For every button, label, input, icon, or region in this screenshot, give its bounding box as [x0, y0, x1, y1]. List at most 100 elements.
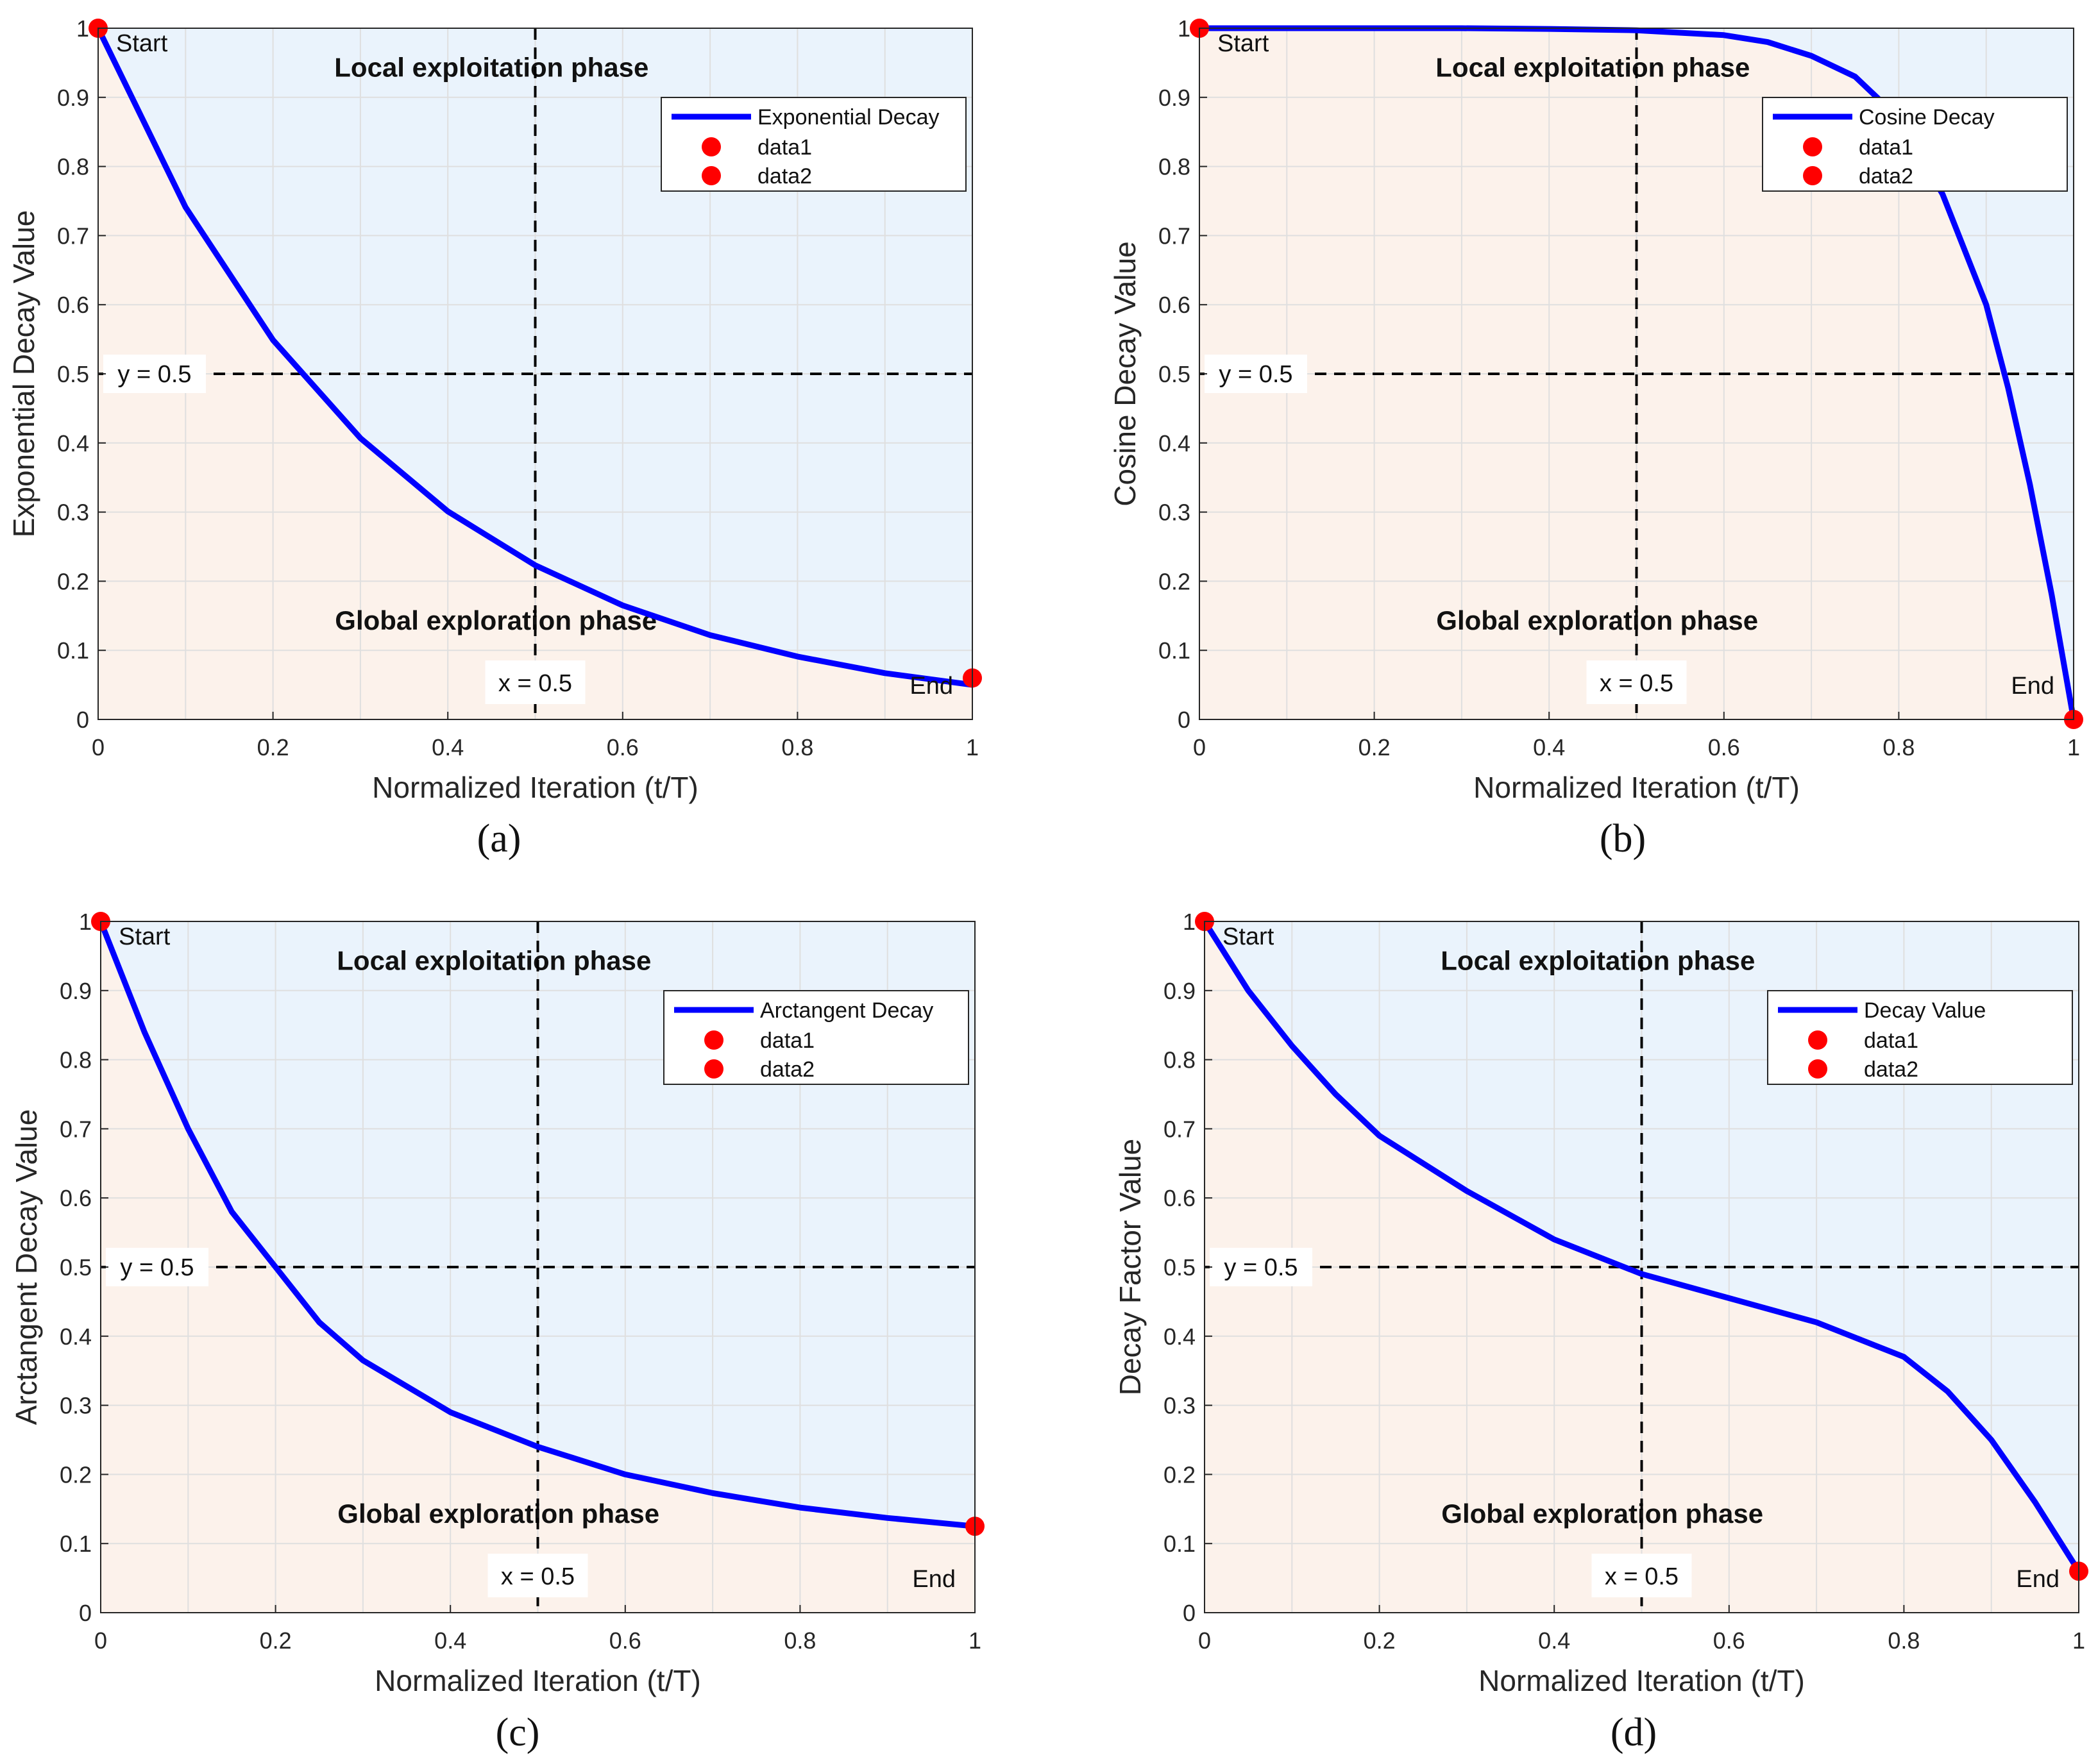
legend-marker-data1 — [1803, 137, 1822, 156]
y-tick-label: 0.8 — [1158, 154, 1190, 180]
panel-caption: (c) — [496, 1711, 540, 1754]
y-tick-label: 0.5 — [1158, 361, 1190, 387]
y-tick-label: 0.9 — [1163, 978, 1196, 1004]
lower-region-label: Global exploration phase — [337, 1499, 659, 1529]
y-tick-label: 0.6 — [1158, 292, 1190, 318]
chart-panel-1: Local exploitation phase Global explorati… — [1108, 15, 2083, 861]
legend-marker-data2 — [1803, 166, 1822, 185]
legend-marker-data1 — [704, 1030, 723, 1050]
y-tick-label: 0.6 — [57, 292, 89, 318]
y-tick-label: 0.9 — [1158, 85, 1190, 111]
y-tick-label: 0.9 — [60, 978, 92, 1004]
x-tick-label: 0.6 — [609, 1627, 641, 1654]
x-tick-label: 0.8 — [781, 734, 813, 760]
y-tick-label: 0.4 — [57, 430, 89, 457]
x-axis-label: Normalized Iteration (t/T) — [375, 1664, 701, 1697]
y-tick-label: 0.8 — [57, 154, 89, 180]
upper-region-label: Local exploitation phase — [337, 945, 651, 975]
legend-marker-data1 — [702, 137, 721, 156]
x-tick-label: 1 — [966, 734, 979, 760]
y-ref-label-box — [106, 1248, 208, 1286]
y-tick-label: 0.7 — [1163, 1116, 1196, 1142]
y-tick-label: 0.4 — [1163, 1323, 1196, 1350]
legend: Decay Value data1 data2 — [1767, 990, 2073, 1085]
legend-entry-data1: data1 — [757, 135, 812, 160]
y-tick-label: 0 — [79, 1600, 92, 1626]
y-ref-label: y = 0.5 — [1224, 1254, 1298, 1281]
x-tick-label: 0.2 — [257, 734, 289, 760]
y-ref-label: y = 0.5 — [1219, 361, 1292, 388]
x-tick-label: 0.4 — [434, 1627, 466, 1654]
y-tick-label: 1 — [76, 15, 89, 42]
start-label: Start — [1217, 30, 1269, 57]
x-tick-label: 0.2 — [1358, 734, 1391, 760]
lower-region-label: Global exploration phase — [1436, 605, 1758, 635]
x-tick-label: 1 — [2067, 734, 2080, 760]
y-tick-label: 0.4 — [1158, 430, 1190, 457]
x-tick-label: 0.4 — [1538, 1627, 1570, 1654]
y-tick-label: 0.2 — [60, 1461, 92, 1488]
lower-region-label: Global exploration phase — [1441, 1499, 1763, 1529]
y-tick-label: 0.3 — [1163, 1393, 1196, 1419]
legend: Arctangent Decay data1 data2 — [663, 990, 969, 1085]
legend-marker-data2 — [1808, 1059, 1827, 1079]
y-tick-label: 0.1 — [1163, 1531, 1196, 1557]
legend-entry-data2: data2 — [760, 1057, 815, 1082]
x-tick-label: 0.8 — [784, 1627, 816, 1654]
y-tick-label: 0 — [76, 707, 89, 733]
y-tick-label: 0.1 — [57, 637, 89, 664]
upper-region-label: Local exploitation phase — [1441, 945, 1755, 975]
x-ref-label-box — [485, 660, 586, 704]
y-tick-label: 0.5 — [60, 1254, 92, 1281]
y-tick-label: 0.1 — [60, 1531, 92, 1557]
panel-caption: (d) — [1611, 1711, 1657, 1754]
x-tick-label: 0 — [1193, 734, 1206, 760]
y-tick-label: 0.6 — [60, 1185, 92, 1211]
y-tick-label: 0.9 — [57, 85, 89, 111]
y-axis-label: Exponential Decay Value — [7, 210, 40, 538]
x-tick-label: 0.6 — [1713, 1627, 1745, 1654]
x-tick-label: 1 — [2072, 1627, 2085, 1654]
legend-entry-data1: data1 — [760, 1029, 815, 1053]
decay-curve — [97, 918, 978, 1529]
y-tick-label: 0.2 — [57, 568, 89, 594]
y-tick-label: 1 — [1183, 909, 1196, 935]
legend: Exponential Decay data1 data2 — [661, 97, 967, 192]
y-tick-label: 0.1 — [1158, 637, 1190, 664]
y-tick-label: 0.3 — [1158, 500, 1190, 526]
y-tick-label: 0.8 — [60, 1047, 92, 1073]
chart-panel-2: Local exploitation phase Global explorati… — [10, 909, 985, 1754]
legend-entry-series: Arctangent Decay — [760, 998, 933, 1023]
y-tick-label: 0.6 — [1163, 1185, 1196, 1211]
start-label: Start — [116, 30, 168, 57]
x-tick-label: 0 — [1198, 1627, 1211, 1654]
legend-entry-data1: data1 — [1864, 1029, 1918, 1053]
decay-curve — [95, 25, 976, 688]
y-tick-label: 0.2 — [1158, 568, 1190, 594]
x-ref-label-box — [1591, 1554, 1692, 1597]
start-label: Start — [119, 923, 171, 950]
y-ref-label-box — [1205, 355, 1307, 393]
end-label: End — [909, 673, 953, 700]
legend-entry-series: Cosine Decay — [1859, 105, 1995, 130]
y-tick-label: 1 — [79, 909, 92, 935]
end-label: End — [912, 1566, 956, 1593]
panel-caption: (b) — [1600, 817, 1646, 861]
x-tick-label: 0.8 — [1882, 734, 1915, 760]
y-ref-label: y = 0.5 — [117, 361, 191, 388]
end-label: End — [2011, 673, 2054, 700]
y-tick-label: 0.5 — [1163, 1254, 1196, 1281]
lower-region-label: Global exploration phase — [335, 605, 657, 635]
x-tick-label: 0 — [94, 1627, 107, 1654]
x-axis-label: Normalized Iteration (t/T) — [1478, 1664, 1805, 1697]
x-ref-label-box — [487, 1554, 588, 1597]
legend-marker-data2 — [704, 1059, 723, 1079]
y-tick-label: 0.8 — [1163, 1047, 1196, 1073]
chart-panel-0: Local exploitation phase Global explorati… — [7, 15, 982, 861]
y-ref-label: y = 0.5 — [120, 1254, 194, 1281]
legend-entry-data2: data2 — [757, 164, 812, 189]
y-tick-label: 0 — [1183, 1600, 1196, 1626]
start-label: Start — [1222, 923, 1274, 950]
y-ref-label-box — [1210, 1248, 1312, 1286]
